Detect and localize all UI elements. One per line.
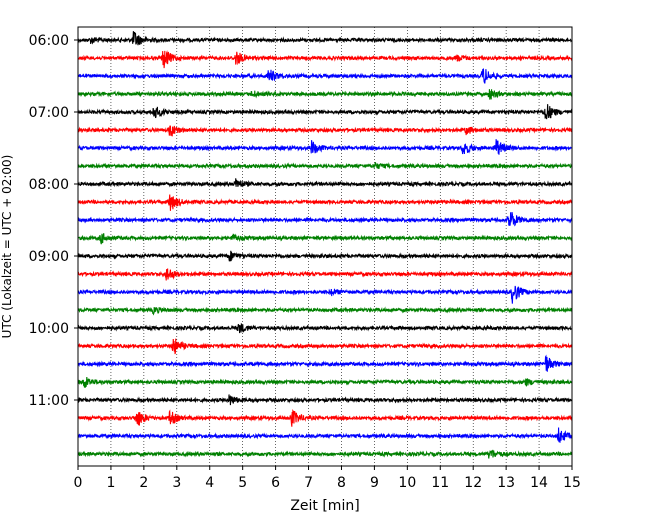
x-tick-label: 4 (205, 475, 214, 491)
trace-0930 (77, 285, 573, 304)
helicorder-traces (77, 31, 573, 459)
x-tick-label: 1 (106, 475, 115, 491)
trace-1030 (77, 354, 573, 372)
trace-1115 (77, 408, 573, 427)
y-tick-label: 10:00 (29, 321, 69, 337)
y-tick-label: 09:00 (29, 249, 69, 265)
trace-0915 (77, 268, 573, 281)
trace-0645 (77, 89, 573, 100)
trace-0900 (77, 250, 573, 262)
x-tick-label: 12 (464, 475, 482, 491)
trace-0945 (77, 306, 573, 316)
x-tick-label: 13 (497, 475, 515, 491)
x-tick-label: 15 (563, 475, 581, 491)
x-tick-label: 2 (139, 475, 148, 491)
x-tick-label: 6 (271, 475, 280, 491)
trace-0700 (77, 104, 573, 120)
trace-1045 (77, 376, 573, 388)
trace-1145 (77, 449, 573, 459)
x-axis-ticks: 0 1 2 3 4 5 6 7 8 9 10 11 12 13 14 15 (74, 466, 581, 491)
x-tick-label: 7 (304, 475, 313, 491)
x-tick-label: 8 (337, 475, 346, 491)
x-tick-label: 10 (398, 475, 416, 491)
y-axis-ticks: 06:00 07:00 08:00 09:00 10:00 11:00 (29, 33, 78, 409)
trace-1000 (77, 323, 573, 334)
trace-1015 (77, 338, 573, 355)
trace-0730 (77, 139, 573, 155)
x-tick-label: 9 (370, 475, 379, 491)
trace-0800 (77, 178, 573, 188)
x-tick-label: 14 (530, 475, 548, 491)
trace-0815 (77, 194, 573, 211)
trace-1130 (77, 427, 573, 443)
trace-0830 (77, 212, 573, 227)
trace-0745 (77, 162, 573, 170)
trace-1100 (77, 394, 573, 406)
trace-0630 (77, 68, 573, 84)
x-tick-label: 11 (431, 475, 449, 491)
y-tick-label: 11:00 (29, 393, 69, 409)
trace-0600 (77, 31, 573, 46)
y-tick-label: 06:00 (29, 33, 69, 49)
trace-0715 (77, 124, 573, 137)
y-tick-label: 08:00 (29, 177, 69, 193)
y-axis-title: UTC (Lokalzeit = UTC + 02:00) (0, 155, 14, 339)
x-tick-label: 5 (238, 475, 247, 491)
plot-area-frame (77, 26, 573, 467)
trace-0615 (77, 50, 573, 69)
vertical-gridlines (110, 27, 540, 466)
y-tick-label: 07:00 (29, 105, 69, 121)
trace-0845 (77, 233, 573, 245)
x-tick-label: 3 (172, 475, 181, 491)
x-axis-title: Zeit [min] (290, 498, 359, 514)
x-tick-label: 0 (74, 475, 83, 491)
